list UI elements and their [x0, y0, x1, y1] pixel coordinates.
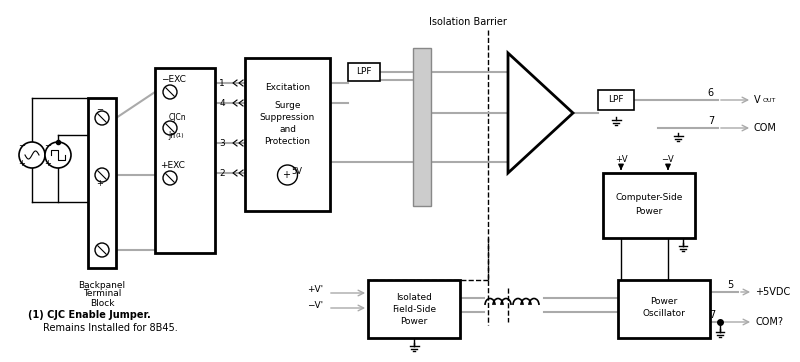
Text: −V': −V' [307, 300, 323, 310]
Bar [88, 98, 116, 268]
Text: (1) CJC Enable Jumper.: (1) CJC Enable Jumper. [28, 310, 150, 320]
Text: Surge: Surge [274, 101, 301, 109]
Circle shape [95, 111, 109, 125]
Text: Power: Power [650, 298, 678, 307]
Text: 2: 2 [219, 168, 225, 177]
Text: V: V [754, 95, 761, 105]
Text: Power: Power [400, 316, 428, 325]
Text: +5VDC: +5VDC [755, 287, 790, 297]
Text: CJCn: CJCn [169, 114, 186, 122]
Text: +: + [282, 170, 290, 180]
Bar [368, 280, 460, 338]
Text: +: + [45, 160, 51, 168]
Text: Isolation Barrier: Isolation Barrier [429, 17, 507, 27]
Text: Suppression: Suppression [260, 113, 315, 122]
Text: 6: 6 [708, 88, 714, 98]
Bar [603, 173, 695, 238]
Text: Remains Installed for 8B45.: Remains Installed for 8B45. [43, 323, 178, 333]
Bar [598, 90, 634, 110]
Circle shape [163, 121, 177, 135]
Text: +V: +V [614, 156, 627, 164]
Circle shape [45, 142, 71, 168]
Text: LPF: LPF [608, 96, 624, 105]
Text: Power: Power [635, 206, 662, 215]
Text: −: − [18, 142, 26, 151]
Text: +: + [18, 160, 26, 168]
Text: Computer-Side: Computer-Side [615, 193, 682, 202]
Bar [245, 58, 330, 211]
Circle shape [19, 142, 45, 168]
Text: Isolated: Isolated [396, 292, 432, 302]
Text: Excitation: Excitation [265, 84, 310, 93]
Text: 3: 3 [219, 139, 225, 147]
Text: Block: Block [90, 299, 114, 307]
Bar [348, 63, 380, 81]
Text: LPF: LPF [356, 67, 372, 76]
Text: 4: 4 [219, 98, 225, 108]
Text: COM?: COM? [755, 317, 783, 327]
Bar [618, 280, 710, 338]
Text: 7: 7 [709, 310, 715, 320]
Circle shape [95, 168, 109, 182]
Text: −V: −V [662, 156, 674, 164]
Text: 5V: 5V [291, 168, 302, 177]
Text: Field-Side: Field-Side [392, 304, 436, 313]
Polygon shape [508, 53, 573, 173]
Text: +EXC: +EXC [161, 160, 186, 169]
Bar [155, 68, 215, 253]
Circle shape [163, 85, 177, 99]
Text: 7: 7 [708, 116, 714, 126]
Text: Terminal: Terminal [83, 290, 121, 299]
Text: Oscillator: Oscillator [642, 310, 686, 319]
Circle shape [163, 171, 177, 185]
Text: (1): (1) [176, 134, 185, 139]
Text: 5: 5 [726, 280, 733, 290]
Text: Jn: Jn [168, 131, 175, 140]
Text: COM: COM [754, 123, 777, 133]
Text: −: − [97, 105, 103, 114]
Text: −EXC: −EXC [161, 76, 186, 84]
Text: Backpanel: Backpanel [78, 281, 126, 290]
Text: Protection: Protection [265, 136, 310, 146]
Text: and: and [279, 125, 296, 134]
Text: +: + [97, 180, 103, 189]
Circle shape [278, 165, 298, 185]
Text: +V': +V' [307, 286, 323, 295]
Bar [413, 48, 431, 206]
Text: 1: 1 [219, 79, 225, 88]
Circle shape [95, 243, 109, 257]
Text: OUT: OUT [763, 97, 776, 102]
Text: −: − [45, 142, 51, 151]
